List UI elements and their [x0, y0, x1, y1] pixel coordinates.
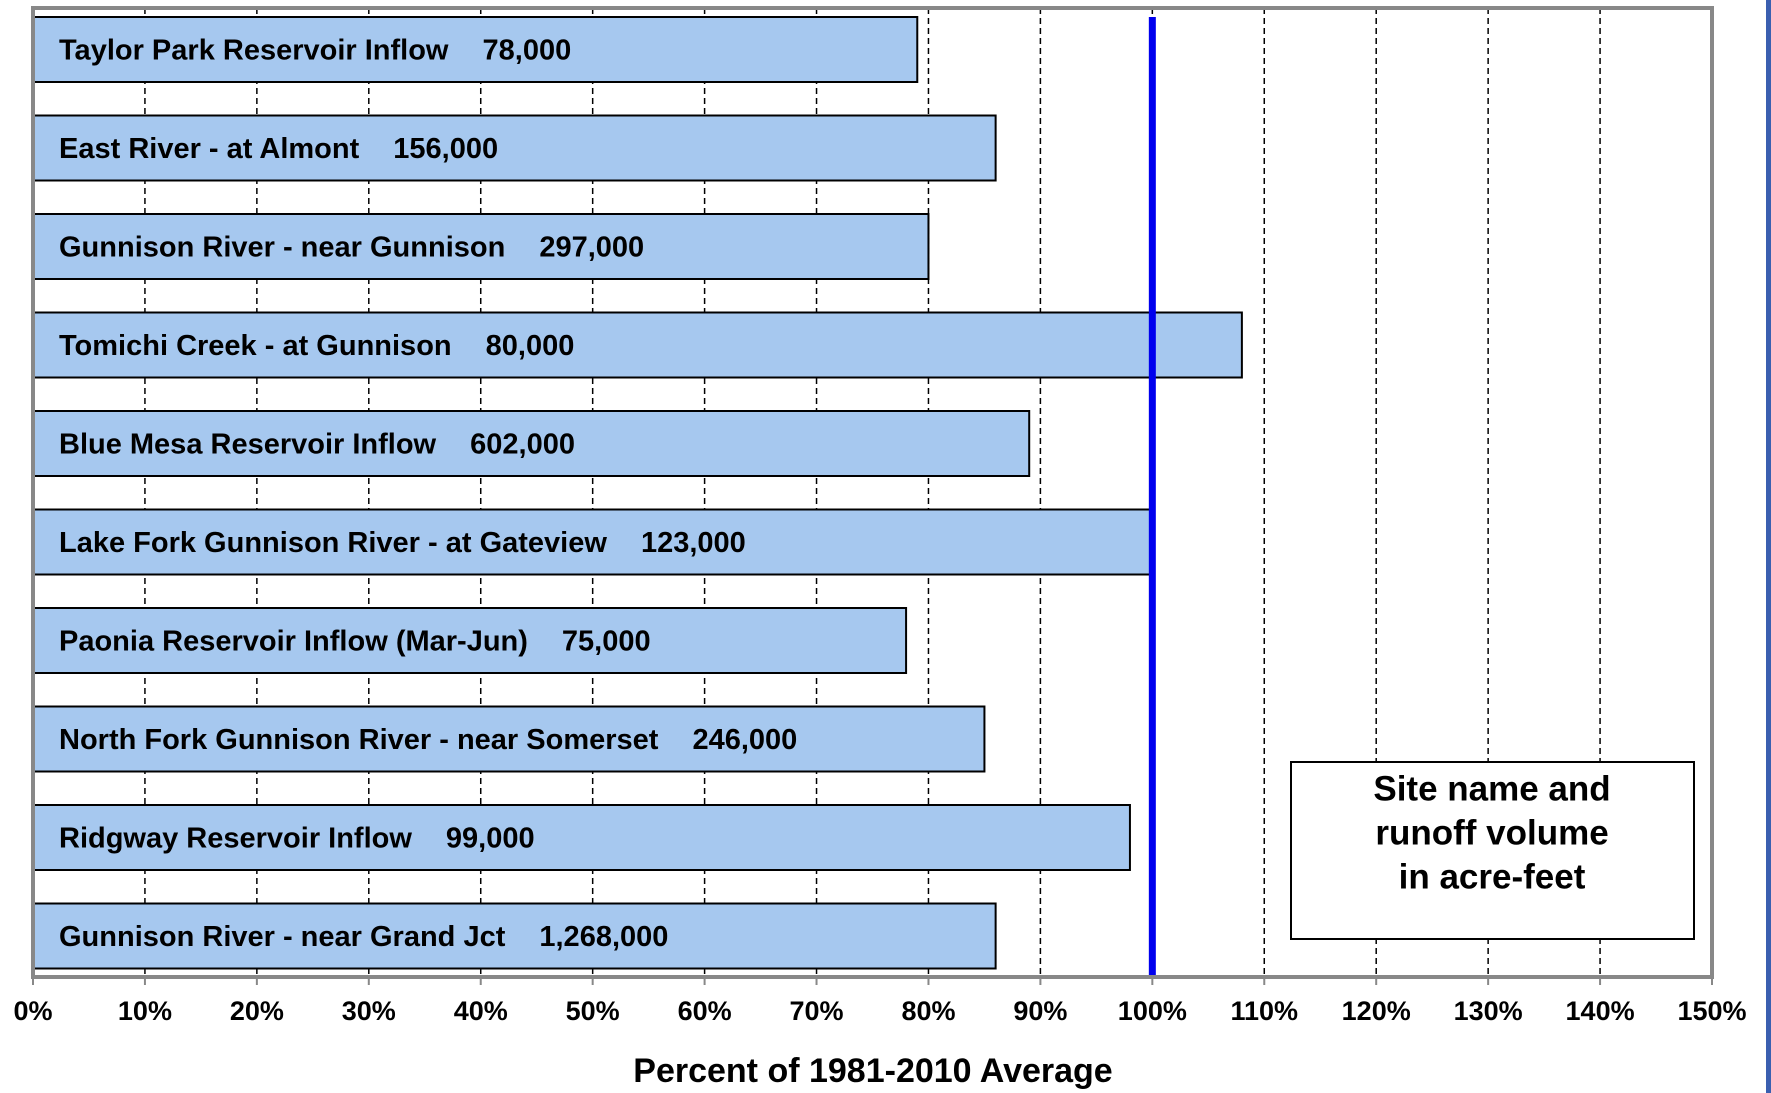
bar-label: Gunnison River - near Gunnison 297,000 [59, 231, 644, 263]
bar-label: Taylor Park Reservoir Inflow 78,000 [59, 34, 571, 66]
bar-label: Paonia Reservoir Inflow (Mar-Jun) 75,000 [59, 625, 651, 657]
site-name: Gunnison River - near Grand Jct [59, 921, 506, 953]
annotation-text: runoff volume [1375, 813, 1608, 852]
site-name: North Fork Gunnison River - near Somerse… [59, 724, 659, 756]
volume-label: 246,000 [692, 724, 797, 756]
bar [32, 16, 919, 83]
site-name: Paonia Reservoir Inflow (Mar-Jun) [59, 625, 528, 657]
bar-label: North Fork Gunnison River - near Somerse… [59, 724, 797, 756]
x-tick-label: 130% [1454, 996, 1523, 1026]
bar-label: Tomichi Creek - at Gunnison 80,000 [59, 330, 574, 362]
bar [32, 705, 986, 773]
annotation-box [1290, 761, 1695, 940]
bar-label: Gunnison River - near Grand Jct 1,268,000 [59, 921, 668, 953]
annotation-text: Site name and [1373, 769, 1610, 808]
annotation-text: in acre-feet [1399, 857, 1586, 896]
x-tick-label: 110% [1230, 996, 1298, 1026]
site-name: Tomichi Creek - at Gunnison [59, 330, 452, 362]
volume-label: 1,268,000 [539, 921, 668, 953]
volume-label: 80,000 [486, 330, 575, 362]
bar [32, 902, 997, 970]
x-tick-label: 50% [566, 996, 620, 1026]
x-tick-label: 100% [1118, 996, 1187, 1026]
x-tick-label: 40% [454, 996, 508, 1026]
volume-label: 99,000 [446, 822, 535, 854]
x-tick-label: 90% [1013, 996, 1067, 1026]
site-name: East River - at Almont [59, 133, 360, 165]
volume-label: 78,000 [483, 34, 572, 66]
plot-border [31, 6, 1714, 979]
bar [32, 804, 1131, 871]
x-tick-label: 10% [118, 996, 172, 1026]
volume-label: 602,000 [470, 428, 575, 460]
bar-label: Ridgway Reservoir Inflow 99,000 [59, 822, 535, 854]
volume-label: 297,000 [539, 231, 644, 263]
site-name: Ridgway Reservoir Inflow [59, 822, 412, 854]
bar-label: Blue Mesa Reservoir Inflow 602,000 [59, 428, 575, 460]
bar [32, 213, 930, 280]
bar-label: East River - at Almont 156,000 [59, 133, 498, 165]
edge-strip [1766, 0, 1771, 1093]
volume-label: 123,000 [641, 527, 746, 559]
x-tick-label: 150% [1677, 996, 1746, 1026]
x-tick-label: 70% [790, 996, 844, 1026]
x-tick-label: 140% [1566, 996, 1635, 1026]
bar [32, 410, 1031, 477]
site-name: Taylor Park Reservoir Inflow [59, 34, 449, 66]
bar [32, 114, 997, 182]
site-name: Gunnison River - near Gunnison [59, 231, 505, 263]
x-tick-label: 60% [678, 996, 732, 1026]
x-tick-label: 0% [13, 996, 52, 1026]
x-tick-label: 80% [901, 996, 955, 1026]
volume-label: 156,000 [393, 133, 498, 165]
bar-label: Lake Fork Gunnison River - at Gateview 12… [59, 527, 746, 559]
x-axis-title: Percent of 1981-2010 Average [633, 1052, 1112, 1090]
bar [32, 311, 1243, 379]
x-tick-label: 30% [342, 996, 396, 1026]
site-name: Lake Fork Gunnison River - at Gateview [59, 527, 607, 559]
x-tick-label: 20% [230, 996, 284, 1026]
x-tick-label: 120% [1342, 996, 1411, 1026]
volume-label: 75,000 [562, 625, 651, 657]
bar [32, 508, 1154, 576]
site-name: Blue Mesa Reservoir Inflow [59, 428, 437, 460]
bar [32, 607, 908, 674]
